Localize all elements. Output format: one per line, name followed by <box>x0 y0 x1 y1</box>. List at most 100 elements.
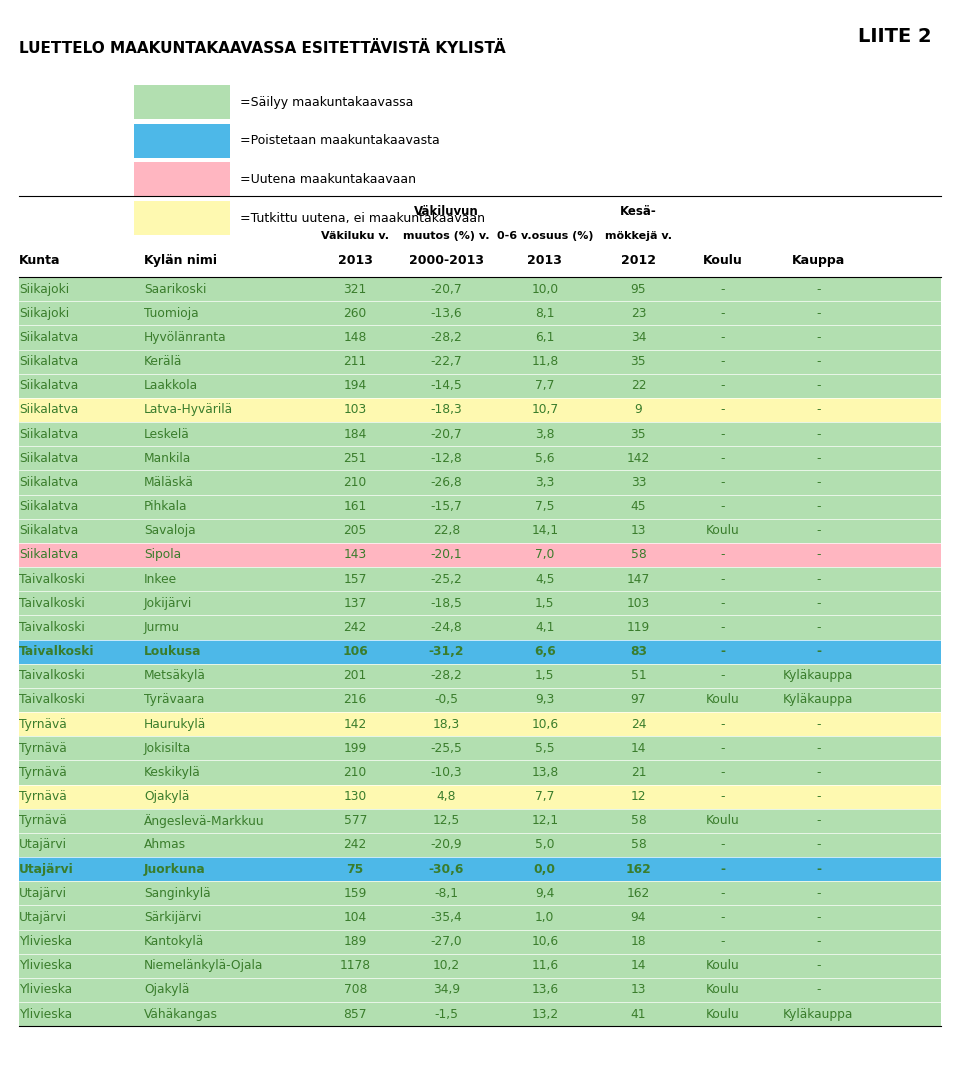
Text: Siikalatva: Siikalatva <box>19 355 79 368</box>
Text: 577: 577 <box>344 814 367 827</box>
Text: -: - <box>816 862 821 875</box>
Text: 4,5: 4,5 <box>535 572 555 585</box>
Text: 1,5: 1,5 <box>535 597 555 610</box>
FancyBboxPatch shape <box>19 737 941 760</box>
Text: -0,5: -0,5 <box>434 694 458 707</box>
FancyBboxPatch shape <box>19 784 941 809</box>
Text: Mankila: Mankila <box>144 452 191 465</box>
Text: -30,6: -30,6 <box>429 862 464 875</box>
FancyBboxPatch shape <box>19 1002 941 1026</box>
Text: 12: 12 <box>631 790 646 803</box>
Text: Koulu: Koulu <box>706 1007 739 1020</box>
Text: 9,3: 9,3 <box>535 694 555 707</box>
FancyBboxPatch shape <box>19 519 941 543</box>
FancyBboxPatch shape <box>19 325 941 350</box>
Text: Ylivieska: Ylivieska <box>19 935 72 948</box>
Text: 162: 162 <box>626 862 651 875</box>
FancyBboxPatch shape <box>19 905 941 929</box>
FancyBboxPatch shape <box>19 494 941 519</box>
FancyBboxPatch shape <box>19 615 941 640</box>
Text: -: - <box>816 355 821 368</box>
Text: -: - <box>720 862 725 875</box>
Text: -13,6: -13,6 <box>431 307 462 320</box>
Text: -: - <box>720 790 725 803</box>
Text: -: - <box>720 911 725 924</box>
Text: 2013: 2013 <box>527 253 563 266</box>
Text: Särkijärvi: Särkijärvi <box>144 911 202 924</box>
Text: 2012: 2012 <box>621 253 656 266</box>
Text: -: - <box>720 452 725 465</box>
Text: Ängeslevä-Markkuu: Ängeslevä-Markkuu <box>144 814 265 828</box>
Text: -: - <box>816 500 821 513</box>
Text: 260: 260 <box>344 307 367 320</box>
Text: 5,6: 5,6 <box>535 452 555 465</box>
Text: -24,8: -24,8 <box>430 621 463 634</box>
Text: Kauppa: Kauppa <box>792 253 845 266</box>
Text: 97: 97 <box>631 694 646 707</box>
Text: 9: 9 <box>635 404 642 417</box>
Text: Saarikoski: Saarikoski <box>144 282 206 295</box>
Text: Siikalatva: Siikalatva <box>19 427 79 440</box>
Text: 10,2: 10,2 <box>433 959 460 972</box>
Text: Koulu: Koulu <box>706 959 739 972</box>
Text: -: - <box>816 427 821 440</box>
Text: -26,8: -26,8 <box>430 476 463 489</box>
Text: -35,4: -35,4 <box>430 911 463 924</box>
Text: Ylivieska: Ylivieska <box>19 1007 72 1020</box>
Text: 11,6: 11,6 <box>531 959 559 972</box>
Text: -18,3: -18,3 <box>430 404 463 417</box>
Text: Koulu: Koulu <box>706 984 739 997</box>
FancyBboxPatch shape <box>134 124 230 158</box>
Text: 18,3: 18,3 <box>433 717 460 730</box>
Text: Kesä-: Kesä- <box>620 205 657 218</box>
Text: 8,1: 8,1 <box>535 307 555 320</box>
Text: Kyläkauppa: Kyläkauppa <box>783 669 853 682</box>
Text: 2013: 2013 <box>338 253 372 266</box>
Text: 321: 321 <box>344 282 367 295</box>
Text: -15,7: -15,7 <box>430 500 463 513</box>
Text: mökkejä v.: mökkejä v. <box>605 231 672 241</box>
Text: 7,7: 7,7 <box>535 790 555 803</box>
Text: 194: 194 <box>344 379 367 392</box>
Text: Siikalatva: Siikalatva <box>19 404 79 417</box>
Text: 103: 103 <box>627 597 650 610</box>
Text: 1178: 1178 <box>340 959 371 972</box>
Text: -28,2: -28,2 <box>430 669 463 682</box>
Text: Siikalatva: Siikalatva <box>19 452 79 465</box>
FancyBboxPatch shape <box>19 277 941 301</box>
Text: =Tutkittu uutena, ei maakuntakaavaan: =Tutkittu uutena, ei maakuntakaavaan <box>240 212 485 224</box>
FancyBboxPatch shape <box>134 85 230 119</box>
Text: 142: 142 <box>344 717 367 730</box>
Text: -: - <box>816 476 821 489</box>
Text: -: - <box>720 839 725 852</box>
FancyBboxPatch shape <box>19 301 941 325</box>
Text: 148: 148 <box>344 331 367 344</box>
Text: Kyläkauppa: Kyläkauppa <box>783 694 853 707</box>
Text: 51: 51 <box>631 669 646 682</box>
Text: 12,1: 12,1 <box>531 814 559 827</box>
Text: -: - <box>816 839 821 852</box>
Text: -: - <box>816 742 821 755</box>
Text: 104: 104 <box>344 911 367 924</box>
Text: 13,2: 13,2 <box>531 1007 559 1020</box>
FancyBboxPatch shape <box>19 881 941 905</box>
Text: -18,5: -18,5 <box>430 597 463 610</box>
Text: Koulu: Koulu <box>703 253 742 266</box>
Text: Sanginkylä: Sanginkylä <box>144 887 210 900</box>
Text: Väkiluvun: Väkiluvun <box>414 205 479 218</box>
Text: -: - <box>720 379 725 392</box>
FancyBboxPatch shape <box>19 929 941 954</box>
Text: Leskelä: Leskelä <box>144 427 190 440</box>
Text: -25,2: -25,2 <box>430 572 463 585</box>
Text: 10,7: 10,7 <box>531 404 559 417</box>
FancyBboxPatch shape <box>19 712 941 737</box>
Text: -: - <box>720 404 725 417</box>
Text: 2000-2013: 2000-2013 <box>409 253 484 266</box>
Text: 34: 34 <box>631 331 646 344</box>
Text: Kyläkauppa: Kyläkauppa <box>783 1007 853 1020</box>
Text: -: - <box>816 404 821 417</box>
Text: Utajärvi: Utajärvi <box>19 911 67 924</box>
Text: -: - <box>816 307 821 320</box>
Text: 201: 201 <box>344 669 367 682</box>
Text: -: - <box>720 282 725 295</box>
